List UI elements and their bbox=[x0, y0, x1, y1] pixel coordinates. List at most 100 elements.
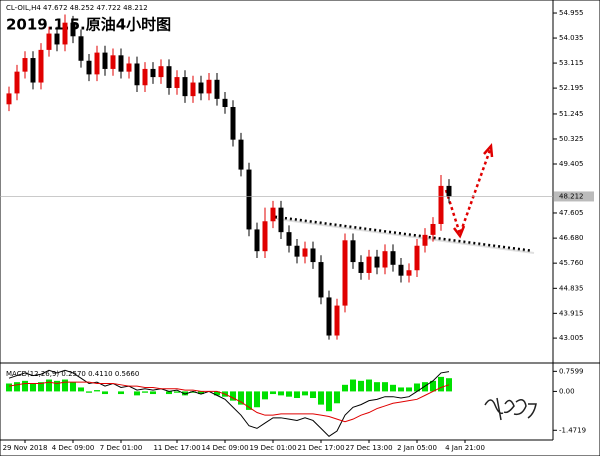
macd-histogram-bar bbox=[390, 384, 396, 392]
y-tick-label: 54.035 bbox=[559, 34, 584, 42]
macd-histogram-bar bbox=[398, 387, 404, 392]
macd-histogram-bar bbox=[262, 391, 268, 400]
macd-histogram-bar bbox=[326, 391, 332, 412]
macd-histogram-bar bbox=[422, 382, 428, 392]
candle-body bbox=[446, 185, 452, 197]
last-price-box bbox=[554, 191, 594, 202]
candle-body bbox=[54, 33, 60, 45]
macd-histogram-bar bbox=[166, 391, 172, 395]
candle-body bbox=[102, 52, 108, 69]
candle-body bbox=[94, 52, 100, 75]
candle-body bbox=[198, 82, 204, 94]
candle-body bbox=[342, 240, 348, 306]
candle-body bbox=[430, 223, 436, 235]
macd-histogram-bar bbox=[22, 380, 28, 392]
x-tick-label: 29 Nov 2018 bbox=[3, 444, 48, 452]
macd-histogram-bar bbox=[150, 391, 156, 395]
candle-body bbox=[358, 262, 364, 273]
y-tick-label: 53.115 bbox=[559, 59, 584, 67]
last-price-label: 48.212 bbox=[559, 192, 584, 200]
candle-body bbox=[254, 229, 260, 252]
y-tick-label: 52.195 bbox=[559, 84, 584, 92]
y-tick-label: -1.4719 bbox=[559, 426, 586, 434]
macd-histogram-bar bbox=[382, 382, 388, 392]
x-tick-label: 14 Dec 09:00 bbox=[201, 444, 248, 452]
candle-body bbox=[238, 139, 244, 170]
macd-histogram-bar bbox=[438, 376, 444, 392]
macd-histogram-bar bbox=[46, 379, 52, 392]
macd-histogram-bar bbox=[198, 391, 204, 395]
macd-histogram-bar bbox=[14, 382, 20, 392]
candle-body bbox=[150, 68, 156, 78]
y-tick-label: 43.005 bbox=[559, 334, 584, 342]
candle-body bbox=[78, 36, 84, 61]
candle-body bbox=[134, 63, 140, 86]
candle-body bbox=[86, 60, 92, 75]
x-tick-label: 21 Dec 17:00 bbox=[297, 444, 344, 452]
macd-histogram-bar bbox=[70, 382, 76, 392]
candle-body bbox=[326, 297, 332, 336]
macd-histogram-bar bbox=[374, 382, 380, 392]
candle-body bbox=[22, 58, 28, 72]
candle-body bbox=[174, 77, 180, 88]
macd-histogram-bar bbox=[286, 391, 292, 397]
candle-body bbox=[414, 245, 420, 271]
macd-line bbox=[8, 381, 450, 423]
macd-line bbox=[8, 369, 450, 437]
candle-body bbox=[166, 66, 172, 88]
macd-histogram-bar bbox=[182, 391, 188, 396]
macd-title: MACD(12,26,9) 0.2570 0.4110 0.5660 bbox=[6, 370, 139, 378]
macd-histogram-bar bbox=[54, 380, 60, 392]
candle-body bbox=[390, 251, 396, 265]
candle-body bbox=[126, 63, 132, 72]
candle-body bbox=[182, 77, 188, 97]
candle-body bbox=[190, 82, 196, 97]
macd-histogram-bar bbox=[278, 391, 284, 396]
candle-body bbox=[70, 22, 76, 37]
x-tick-label: 4 Dec 09:00 bbox=[52, 444, 95, 452]
macd-histogram-bar bbox=[214, 391, 220, 396]
x-tick-label: 19 Dec 01:00 bbox=[249, 444, 296, 452]
chart-title: 2019.1.5.原油4小时图 bbox=[6, 16, 171, 34]
macd-histogram-bar bbox=[350, 379, 356, 392]
x-tick-label: 4 Jan 21:00 bbox=[445, 444, 485, 452]
candle-body bbox=[318, 262, 324, 298]
macd-histogram-bar bbox=[342, 384, 348, 392]
macd-histogram-bar bbox=[142, 391, 148, 393]
candle-body bbox=[262, 221, 268, 252]
candle-body bbox=[246, 169, 252, 230]
candle-body bbox=[62, 22, 68, 45]
signature bbox=[484, 397, 537, 421]
macd-histogram-bar bbox=[406, 387, 412, 392]
candle-body bbox=[302, 248, 308, 257]
macd-histogram-bar bbox=[254, 391, 260, 408]
macd-histogram-bar bbox=[6, 383, 12, 392]
candle-body bbox=[278, 207, 284, 233]
x-tick-label: 7 Dec 01:00 bbox=[100, 444, 143, 452]
macd-histogram-bar bbox=[78, 387, 84, 392]
macd-histogram-bar bbox=[38, 382, 44, 392]
macd-histogram-bar bbox=[174, 391, 180, 393]
y-tick-label: 43.915 bbox=[559, 309, 584, 317]
candle-body bbox=[438, 185, 444, 224]
candle-body bbox=[6, 93, 12, 105]
macd-histogram-bar bbox=[430, 380, 436, 392]
y-tick-label: 54.955 bbox=[559, 9, 584, 17]
y-tick-label: 0.00 bbox=[559, 387, 575, 395]
candle-body bbox=[46, 33, 52, 50]
y-tick-label: 49.405 bbox=[559, 160, 584, 168]
macd-histogram-bar bbox=[334, 391, 340, 404]
candle-body bbox=[406, 270, 412, 276]
candle-body bbox=[214, 79, 220, 99]
candle-body bbox=[14, 71, 20, 94]
macd-histogram-bar bbox=[318, 391, 324, 405]
macd-histogram-bar bbox=[86, 391, 92, 393]
y-tick-label: 46.680 bbox=[559, 234, 584, 242]
macd-histogram-bar bbox=[294, 391, 300, 399]
candle-body bbox=[310, 248, 316, 263]
candle-body bbox=[350, 240, 356, 263]
y-tick-label: 44.835 bbox=[559, 284, 584, 292]
y-tick-label: 51.245 bbox=[559, 110, 584, 118]
